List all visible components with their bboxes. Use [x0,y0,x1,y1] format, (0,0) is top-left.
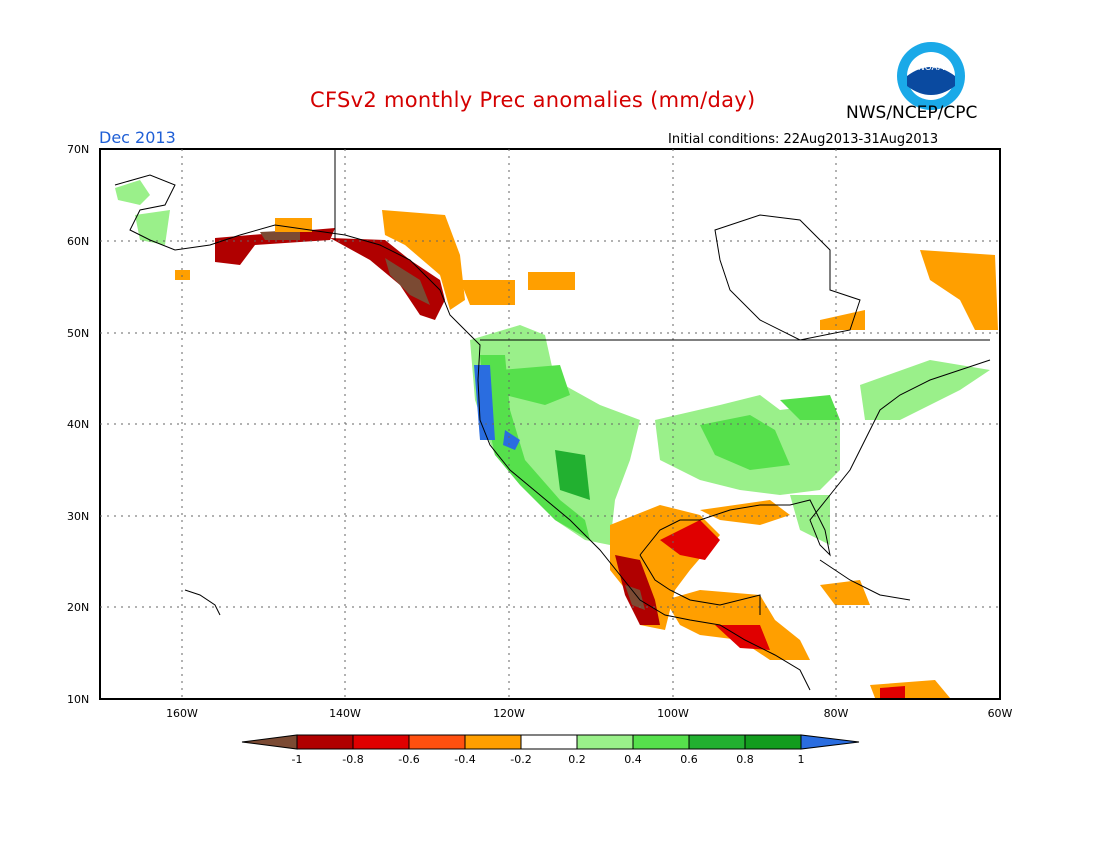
lon-tick-label: 100W [657,707,689,720]
legend-swatch [464,734,522,750]
legend-label: -1 [292,753,303,766]
lat-tick-label: 10N [67,693,89,706]
lat-tick-label: 70N [67,143,89,156]
anomaly-field [115,180,998,698]
legend-label: 0.4 [624,753,642,766]
legend-swatch [744,734,802,750]
lon-tick-label: 80W [824,707,849,720]
lat-tick-label: 30N [67,510,89,523]
legend-swatch [576,734,634,750]
chart-title: CFSv2 monthly Prec anomalies (mm/day) [310,88,756,112]
lon-tick-label: 60W [988,707,1013,720]
forecast-month: Dec 2013 [99,128,176,147]
legend-swatch [352,734,410,750]
legend-label: 1 [798,753,805,766]
legend-label: -0.2 [510,753,531,766]
color-legend: -1 -0.8 -0.6 -0.4 -0.2 0.2 0.4 0.6 0.8 1 [241,734,860,766]
lon-tick-label: 140W [329,707,361,720]
lat-tick-label: 40N [67,418,89,431]
coastlines [114,150,991,691]
lon-labels: 160W 140W 120W 100W 80W 60W [166,707,1012,720]
lat-tick-label: 20N [67,601,89,614]
legend-label: 0.2 [568,753,586,766]
lon-tick-label: 160W [166,707,198,720]
legend-swatch [408,734,466,750]
initial-conditions: Initial conditions: 22Aug2013-31Aug2013 [668,132,939,147]
graticule [100,149,1000,699]
agency-label: NWS/NCEP/CPC [846,103,978,123]
legend-swatch [688,734,746,750]
legend-label: -0.4 [454,753,475,766]
legend-swatch [632,734,690,750]
legend-label: 0.8 [736,753,754,766]
lon-tick-label: 120W [493,707,525,720]
noaa-logo: NOAA [895,40,967,116]
legend-arrow-high [800,734,860,750]
legend-label: 0.6 [680,753,698,766]
legend-label: -0.8 [342,753,363,766]
lat-tick-label: 60N [67,235,89,248]
legend-swatch [520,734,578,750]
legend-arrow-low [241,734,298,750]
legend-label: -0.6 [398,753,419,766]
lat-tick-label: 50N [67,327,89,340]
lat-labels: 10N 20N 30N 40N 50N 60N 70N [67,143,89,706]
legend-swatch [296,734,354,750]
logo-text: NOAA [918,63,945,73]
